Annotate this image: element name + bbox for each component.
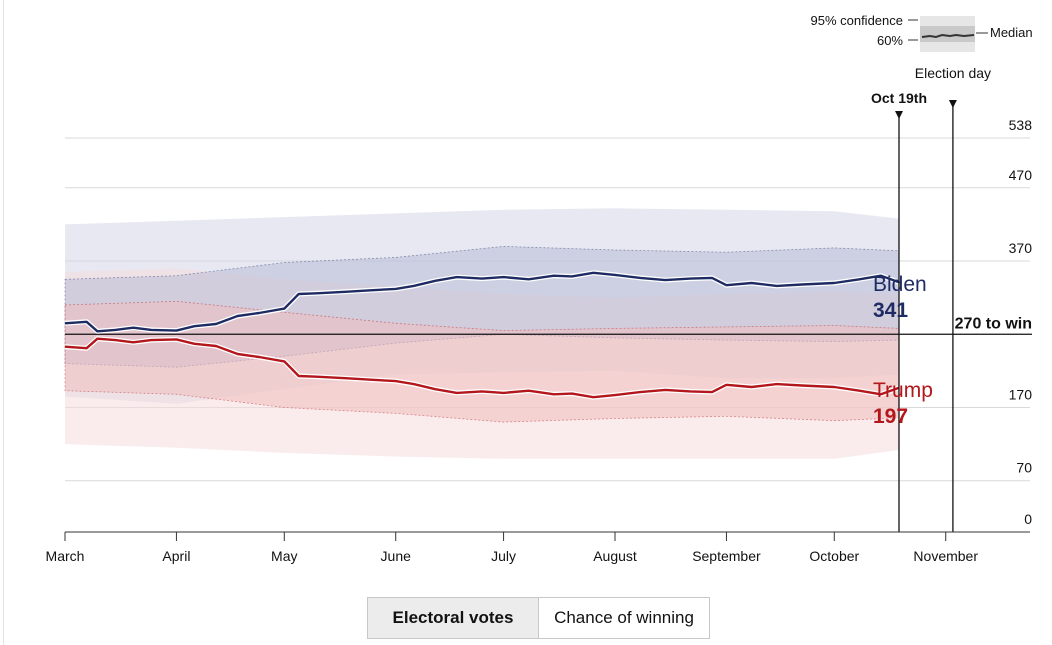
trump-median-line xyxy=(64,337,900,399)
legend-confidence-label: 95% confidence xyxy=(810,13,903,28)
chart-legend: 95% confidence 60% Median xyxy=(810,13,1033,52)
left-border xyxy=(3,0,4,645)
x-tick-label-october: October xyxy=(809,548,859,564)
tab-chance-of-winning[interactable]: Chance of winning xyxy=(539,597,710,639)
threshold-line: 270 to win xyxy=(65,315,1032,335)
median-lines xyxy=(64,270,900,400)
y-tick-label-170: 170 xyxy=(1009,387,1033,403)
biden-name-label: Biden xyxy=(873,273,927,296)
x-tick-label-june: June xyxy=(381,548,412,564)
legend-median-label: Median xyxy=(990,25,1033,40)
legend-median-swatch xyxy=(921,33,975,39)
election-day-marker-label: Election day xyxy=(915,65,991,81)
x-tick-label-may: May xyxy=(271,548,297,564)
x-tick-label-november: November xyxy=(913,548,978,564)
trump-name-label: Trump xyxy=(873,379,933,402)
x-tick-label-july: July xyxy=(491,548,516,564)
x-tick-label-march: March xyxy=(46,548,85,564)
x-tick-label-september: September xyxy=(692,548,761,564)
biden-value-label: 341 xyxy=(873,299,908,322)
today-marker-label: Oct 19th xyxy=(871,90,927,106)
y-axis: 0 70 170 370 470 538 xyxy=(1009,117,1033,527)
x-axis: March April May June July August September Octo… xyxy=(46,531,1030,564)
metric-tabs: Electoral votes Chance of winning xyxy=(367,597,710,639)
y-tick-label-538: 538 xyxy=(1009,117,1033,133)
x-tick-label-april: April xyxy=(162,548,190,564)
date-markers: Oct 19th Election day xyxy=(871,65,991,532)
y-tick-label-470: 470 xyxy=(1009,167,1033,183)
election-day-marker-arrow xyxy=(948,100,957,108)
legend-band-60-swatch xyxy=(920,26,975,42)
y-tick-label-370: 370 xyxy=(1009,240,1033,256)
y-tick-label-0: 0 xyxy=(1024,511,1032,527)
x-tick-label-august: August xyxy=(593,548,637,564)
legend-60-label: 60% xyxy=(877,33,903,48)
tab-electoral-votes[interactable]: Electoral votes xyxy=(367,597,539,639)
y-tick-label-70: 70 xyxy=(1016,460,1032,476)
trump-value-label: 197 xyxy=(873,405,908,428)
biden-median-line xyxy=(64,271,900,333)
threshold-label: 270 to win xyxy=(955,315,1032,332)
today-marker-arrow xyxy=(894,111,903,119)
series-labels: Biden 341 Trump 197 xyxy=(873,273,933,428)
electoral-votes-chart: 270 to win Oct 19th Election day 0 70 170 37… xyxy=(46,13,1033,564)
